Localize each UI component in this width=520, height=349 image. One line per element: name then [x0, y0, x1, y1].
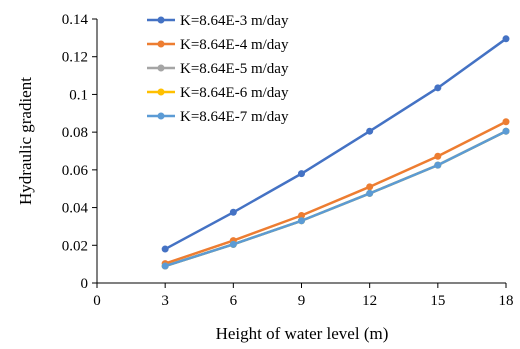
legend-item: K=8.64E-5 m/day: [147, 61, 289, 77]
legend-label: K=8.64E-4 m/day: [180, 37, 289, 53]
data-point: [502, 118, 510, 126]
legend-item: K=8.64E-4 m/day: [147, 37, 289, 53]
data-point: [434, 161, 442, 169]
legend-swatch-marker: [157, 40, 165, 48]
legend-item: K=8.64E-6 m/day: [147, 85, 289, 101]
y-tick-label: 0.04: [62, 201, 89, 217]
data-point: [502, 35, 510, 43]
x-tick-label: 9: [298, 293, 306, 309]
data-point: [161, 245, 169, 253]
axes: 0 0.02 0.04 0.06 0.08 0.1 0.12 0.14 0 3 6 9 12 15 18: [62, 12, 514, 309]
data-point: [298, 217, 305, 225]
legend-label: K=8.64E-7 m/day: [180, 109, 289, 125]
series-line: [164, 37, 507, 251]
y-tick-label: 0.12: [62, 50, 88, 66]
y-tick-label: 0.08: [62, 125, 88, 141]
data-point: [161, 262, 169, 270]
series-line: [164, 130, 507, 268]
data-point: [229, 240, 237, 248]
x-tick-label: 0: [93, 293, 101, 309]
y-tick-label: 0.02: [62, 238, 88, 254]
legend-swatch-marker: [157, 88, 165, 96]
y-tick-label: 0.14: [62, 12, 89, 28]
x-tick-label: 12: [362, 293, 377, 309]
legend-swatch-marker: [157, 16, 165, 24]
x-tick-label: 18: [499, 293, 514, 309]
data-point: [298, 170, 305, 178]
series-group: [161, 35, 510, 253]
series-layer: [161, 35, 510, 270]
legend-swatch-marker: [157, 112, 165, 120]
y-tick-label: 0: [81, 276, 89, 292]
data-point: [434, 152, 442, 160]
legend-label: K=8.64E-6 m/day: [180, 85, 289, 101]
data-point: [366, 189, 374, 197]
x-axis-title: Height of water level (m): [216, 324, 389, 343]
x-tick-label: 3: [161, 293, 169, 309]
data-point: [502, 127, 510, 135]
data-point: [366, 127, 374, 135]
data-point: [298, 211, 305, 219]
legend-label: K=8.64E-3 m/day: [180, 13, 289, 29]
series-line: [164, 120, 507, 265]
data-point: [434, 84, 442, 92]
series-group: [161, 127, 510, 270]
y-tick-label: 0.06: [62, 163, 89, 179]
data-point: [229, 208, 237, 216]
legend-item: K=8.64E-7 m/day: [147, 109, 289, 125]
legend-item: K=8.64E-3 m/day: [147, 13, 289, 29]
legend-swatch-marker: [157, 64, 165, 72]
y-axis-title: Hydraulic gradient: [16, 77, 35, 205]
series-group: [161, 118, 510, 268]
data-point: [366, 183, 374, 191]
y-tick-label: 0.1: [69, 87, 88, 103]
x-tick-label: 6: [230, 293, 238, 309]
legend-label: K=8.64E-5 m/day: [180, 61, 289, 77]
legend: K=8.64E-3 m/day K=8.64E-4 m/day K=8.64E-5 …: [147, 13, 289, 125]
x-tick-label: 15: [430, 293, 445, 309]
